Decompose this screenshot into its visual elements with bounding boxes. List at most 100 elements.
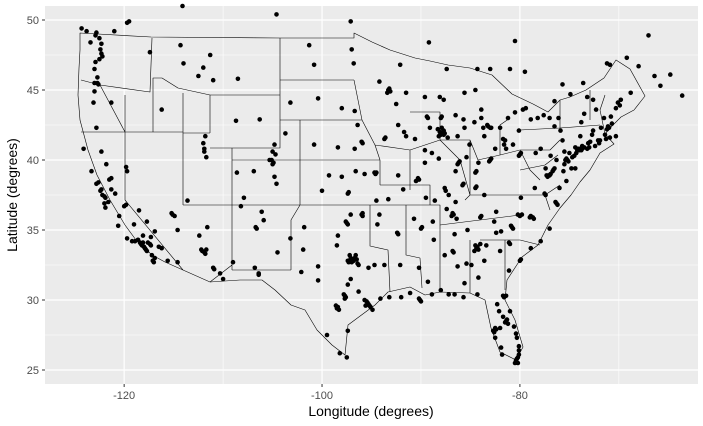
data-point	[185, 198, 190, 203]
data-point	[573, 166, 578, 171]
data-point	[204, 154, 209, 160]
data-point	[454, 216, 459, 222]
data-point	[259, 209, 265, 215]
x-tick-label: -100	[311, 390, 333, 402]
data-point	[210, 265, 216, 271]
data-point	[560, 82, 565, 87]
data-point	[335, 233, 341, 238]
data-point	[624, 55, 630, 61]
data-point	[462, 125, 467, 131]
data-point	[563, 157, 568, 163]
data-point	[482, 258, 487, 264]
data-point	[603, 136, 609, 142]
data-point	[580, 80, 586, 86]
data-point	[507, 66, 513, 72]
data-point	[547, 226, 552, 231]
data-point	[202, 149, 207, 154]
data-point	[569, 166, 574, 171]
data-point	[144, 248, 150, 254]
data-point	[527, 215, 533, 220]
data-point	[452, 292, 457, 297]
data-point	[444, 66, 450, 72]
data-point	[348, 212, 354, 217]
data-point	[498, 345, 504, 350]
data-point	[469, 262, 474, 268]
data-point	[416, 296, 422, 301]
data-point	[363, 303, 368, 308]
data-point	[84, 28, 89, 34]
data-point	[92, 66, 97, 72]
data-point	[590, 97, 596, 103]
data-point	[97, 56, 102, 62]
data-point	[109, 175, 114, 181]
data-point	[115, 223, 121, 229]
data-point	[324, 332, 330, 338]
data-point	[412, 136, 418, 142]
data-point	[646, 33, 651, 38]
data-point	[498, 229, 504, 234]
data-point	[506, 268, 512, 273]
data-point	[140, 233, 146, 238]
data-point	[552, 166, 557, 171]
data-point	[503, 146, 509, 152]
data-point	[429, 150, 435, 156]
data-point	[602, 132, 608, 138]
data-point	[443, 188, 449, 194]
data-point	[81, 146, 86, 152]
data-point	[586, 145, 592, 150]
data-point	[452, 231, 457, 237]
y-tick-label: 45	[27, 85, 39, 97]
data-point	[499, 352, 505, 357]
data-point	[197, 233, 202, 238]
data-point	[535, 115, 540, 121]
data-point	[354, 257, 360, 262]
data-point	[342, 296, 348, 301]
data-point	[564, 178, 569, 184]
data-point	[345, 258, 351, 264]
data-point	[355, 122, 360, 128]
data-point	[251, 168, 257, 174]
data-point	[152, 255, 158, 261]
data-point	[473, 243, 478, 248]
data-point	[475, 66, 480, 72]
data-point	[356, 262, 361, 268]
data-point	[98, 47, 103, 52]
data-point	[481, 125, 486, 131]
x-axis-title: Longitude (degrees)	[308, 403, 433, 419]
data-point	[538, 238, 543, 244]
data-point	[351, 61, 357, 66]
data-point	[520, 107, 526, 112]
data-point	[79, 26, 84, 31]
data-point	[315, 264, 321, 269]
data-point	[205, 224, 210, 230]
data-point	[497, 325, 503, 331]
data-point	[203, 133, 208, 139]
data-point	[439, 114, 445, 119]
data-point	[596, 140, 602, 146]
data-point	[510, 142, 516, 147]
data-point	[453, 199, 458, 205]
data-point	[628, 90, 633, 96]
data-point	[479, 213, 484, 219]
data-point	[234, 170, 240, 175]
data-point	[492, 335, 498, 341]
data-point	[337, 350, 343, 356]
data-point	[124, 236, 130, 241]
y-tick-label: 50	[27, 15, 39, 27]
data-point	[601, 115, 607, 121]
data-point	[403, 90, 409, 96]
data-point	[97, 35, 102, 41]
data-point	[397, 62, 403, 68]
data-point	[201, 140, 206, 146]
data-point	[377, 212, 382, 217]
data-point	[178, 42, 183, 48]
data-point	[493, 209, 499, 215]
data-point	[220, 276, 226, 282]
data-point	[562, 161, 567, 167]
data-point	[413, 178, 419, 184]
data-point	[573, 145, 578, 150]
data-point	[147, 49, 153, 55]
data-point	[444, 206, 450, 212]
y-axis: 25 30 35 40 45 50	[27, 15, 45, 377]
data-point	[334, 243, 340, 248]
